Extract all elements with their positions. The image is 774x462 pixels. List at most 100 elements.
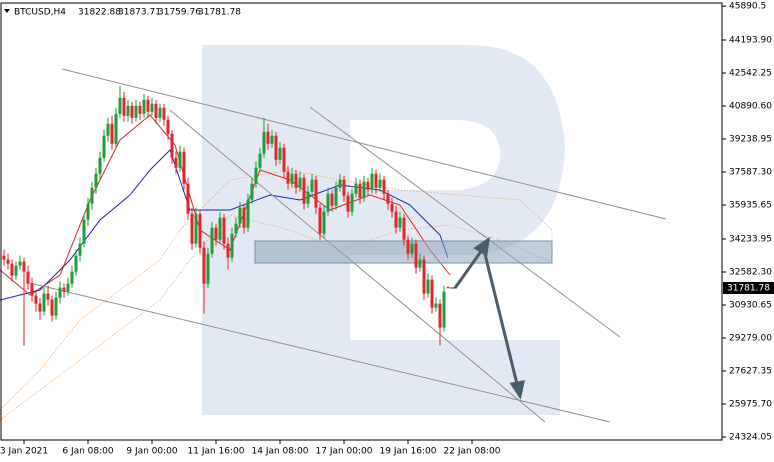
y-tick-label: 30930.65 <box>729 301 772 311</box>
candle-body <box>358 183 362 198</box>
candle-body <box>50 299 54 316</box>
candle-body <box>330 193 334 206</box>
candle-body <box>442 291 446 328</box>
arrow-head <box>509 380 525 400</box>
candle-body <box>46 293 50 300</box>
candle-body <box>210 227 214 254</box>
candle-body <box>58 287 62 298</box>
candle-body <box>230 233 234 258</box>
candle-body <box>106 123 110 136</box>
candle-body <box>154 103 158 118</box>
trendline <box>309 106 621 338</box>
arrow <box>481 245 519 385</box>
candle-body <box>178 151 182 168</box>
candle-body <box>186 183 190 214</box>
candle-body <box>110 123 114 144</box>
candle-body <box>226 243 230 258</box>
candle-body <box>86 203 90 220</box>
candle-body <box>350 193 354 212</box>
low-value: 31759.76 <box>158 8 201 18</box>
candle-body <box>386 193 390 204</box>
candle-body <box>54 297 58 316</box>
candle-body <box>326 193 330 212</box>
candle-body <box>82 219 86 244</box>
candle-body <box>254 167 258 184</box>
candle-body <box>134 105 138 118</box>
candle-body <box>206 253 210 284</box>
candle-body <box>402 217 406 240</box>
candle-body <box>390 203 394 212</box>
candle-body <box>250 183 254 200</box>
candle-body <box>22 261 26 272</box>
candle-body <box>446 287 450 289</box>
candle-body <box>234 223 238 234</box>
price-tag-label: 31781.78 <box>727 283 770 293</box>
candle-body <box>426 279 430 294</box>
symbol: BTCUSD,H4 <box>14 8 66 18</box>
candle-body <box>278 147 282 160</box>
trendline <box>29 282 611 423</box>
candle-body <box>126 105 130 116</box>
candle-body <box>2 255 6 260</box>
y-tick-label: 44193.90 <box>729 36 772 46</box>
y-tick-label: 45890.5 <box>729 2 766 12</box>
high-value: 31873.71 <box>118 8 161 18</box>
x-tick-label: 19 Jan 16:00 <box>380 447 437 457</box>
candle-body <box>174 157 178 168</box>
candle-body <box>410 243 414 254</box>
x-tick-label: 14 Jan 08:00 <box>252 447 309 457</box>
candle-body <box>138 105 142 114</box>
candle-body <box>362 181 366 198</box>
candle-body <box>170 133 174 158</box>
candle-body <box>94 173 98 188</box>
candle-body <box>74 255 78 272</box>
candle-body <box>166 119 170 134</box>
candle-body <box>98 157 102 174</box>
candle-body <box>26 271 30 284</box>
candle-body <box>70 271 74 284</box>
candle-body <box>6 259 10 264</box>
candle-body <box>90 187 94 204</box>
y-tick-label: 25975.70 <box>729 400 772 410</box>
candle-body <box>142 99 146 114</box>
x-tick-label: 6 Jan 08:00 <box>62 447 114 457</box>
header: BTCUSD,H4 31822.88 31873.71 31759.76 317… <box>4 8 241 18</box>
y-tick-label: 39238.95 <box>729 135 772 145</box>
candle-body <box>270 135 274 144</box>
candle-body <box>422 259 426 294</box>
price-tag <box>723 281 774 294</box>
candle-body <box>114 113 118 144</box>
y-tick-label: 32582.30 <box>729 268 772 278</box>
candle-body <box>310 179 314 192</box>
candle-body <box>394 211 398 228</box>
trendline <box>169 109 546 423</box>
candle-body <box>374 173 378 188</box>
arrow <box>453 249 484 289</box>
y-tick-label: 35935.65 <box>729 201 772 211</box>
x-tick-label: 3 Jan 2021 <box>0 447 48 457</box>
candle-body <box>430 279 434 308</box>
y-tick-label: 29279.00 <box>729 334 772 344</box>
overlays <box>0 45 667 423</box>
candle-body <box>418 259 422 268</box>
candle-body <box>266 131 270 144</box>
watermark <box>202 45 565 415</box>
candle-body <box>66 283 70 292</box>
candle-body <box>322 211 326 234</box>
candle-body <box>150 103 154 112</box>
candle-body <box>302 177 306 204</box>
y-tick-label: 37587.30 <box>729 168 772 178</box>
plot-frame <box>0 2 723 441</box>
candle-body <box>238 207 242 224</box>
candle-body <box>162 107 166 120</box>
candle-body <box>182 151 186 184</box>
candle-body <box>122 97 126 116</box>
candle-body <box>306 191 310 204</box>
trendline <box>61 68 667 220</box>
candle-body <box>190 213 194 244</box>
candle-body <box>242 207 246 228</box>
candle-body <box>334 187 338 206</box>
candle-body <box>222 217 226 244</box>
candle-body <box>314 179 318 208</box>
